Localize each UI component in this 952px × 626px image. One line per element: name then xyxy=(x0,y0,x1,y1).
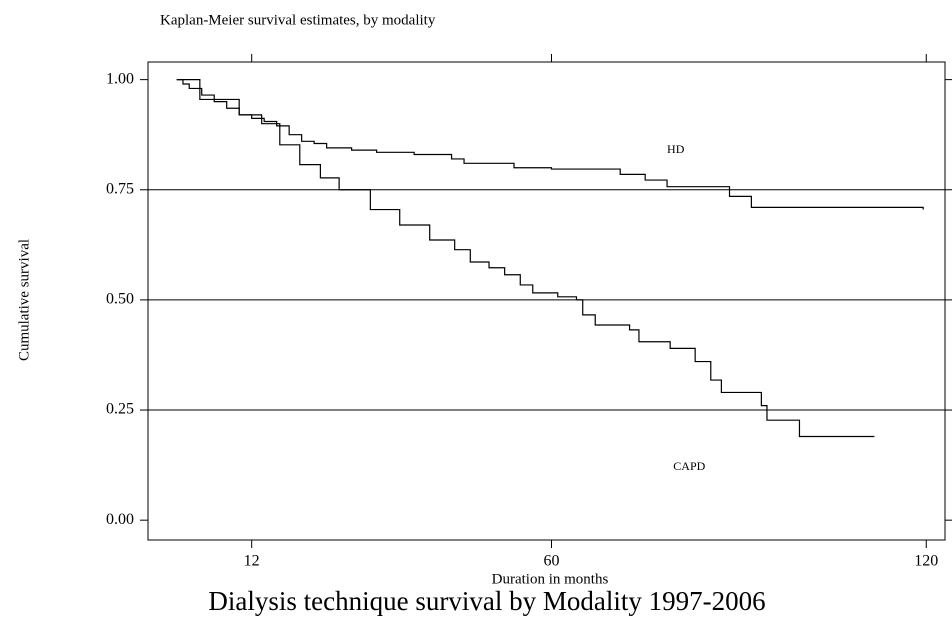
y-tick-label: 0.00 xyxy=(106,511,134,528)
plot-frame xyxy=(147,61,946,541)
x-axis-label: Duration in months xyxy=(492,571,609,587)
curve-label: HD xyxy=(667,142,685,156)
y-tick-label: 0.25 xyxy=(106,401,134,418)
y-tick-label: 1.00 xyxy=(106,70,134,87)
curve-label: CAPD xyxy=(673,459,705,473)
survival-curve xyxy=(176,79,875,438)
x-tick-label: 12 xyxy=(244,553,260,570)
y-tick-label: 0.50 xyxy=(106,291,134,308)
x-tick-label: 60 xyxy=(543,553,559,570)
x-tick-label: 120 xyxy=(914,553,938,570)
y-tick-label: 0.75 xyxy=(106,180,134,197)
survival-curve xyxy=(176,79,924,210)
chart-title: Kaplan-Meier survival estimates, by moda… xyxy=(160,12,436,28)
caption: Dialysis technique survival by Modality … xyxy=(208,586,765,616)
y-axis-label: Cumulative survival xyxy=(16,239,32,361)
